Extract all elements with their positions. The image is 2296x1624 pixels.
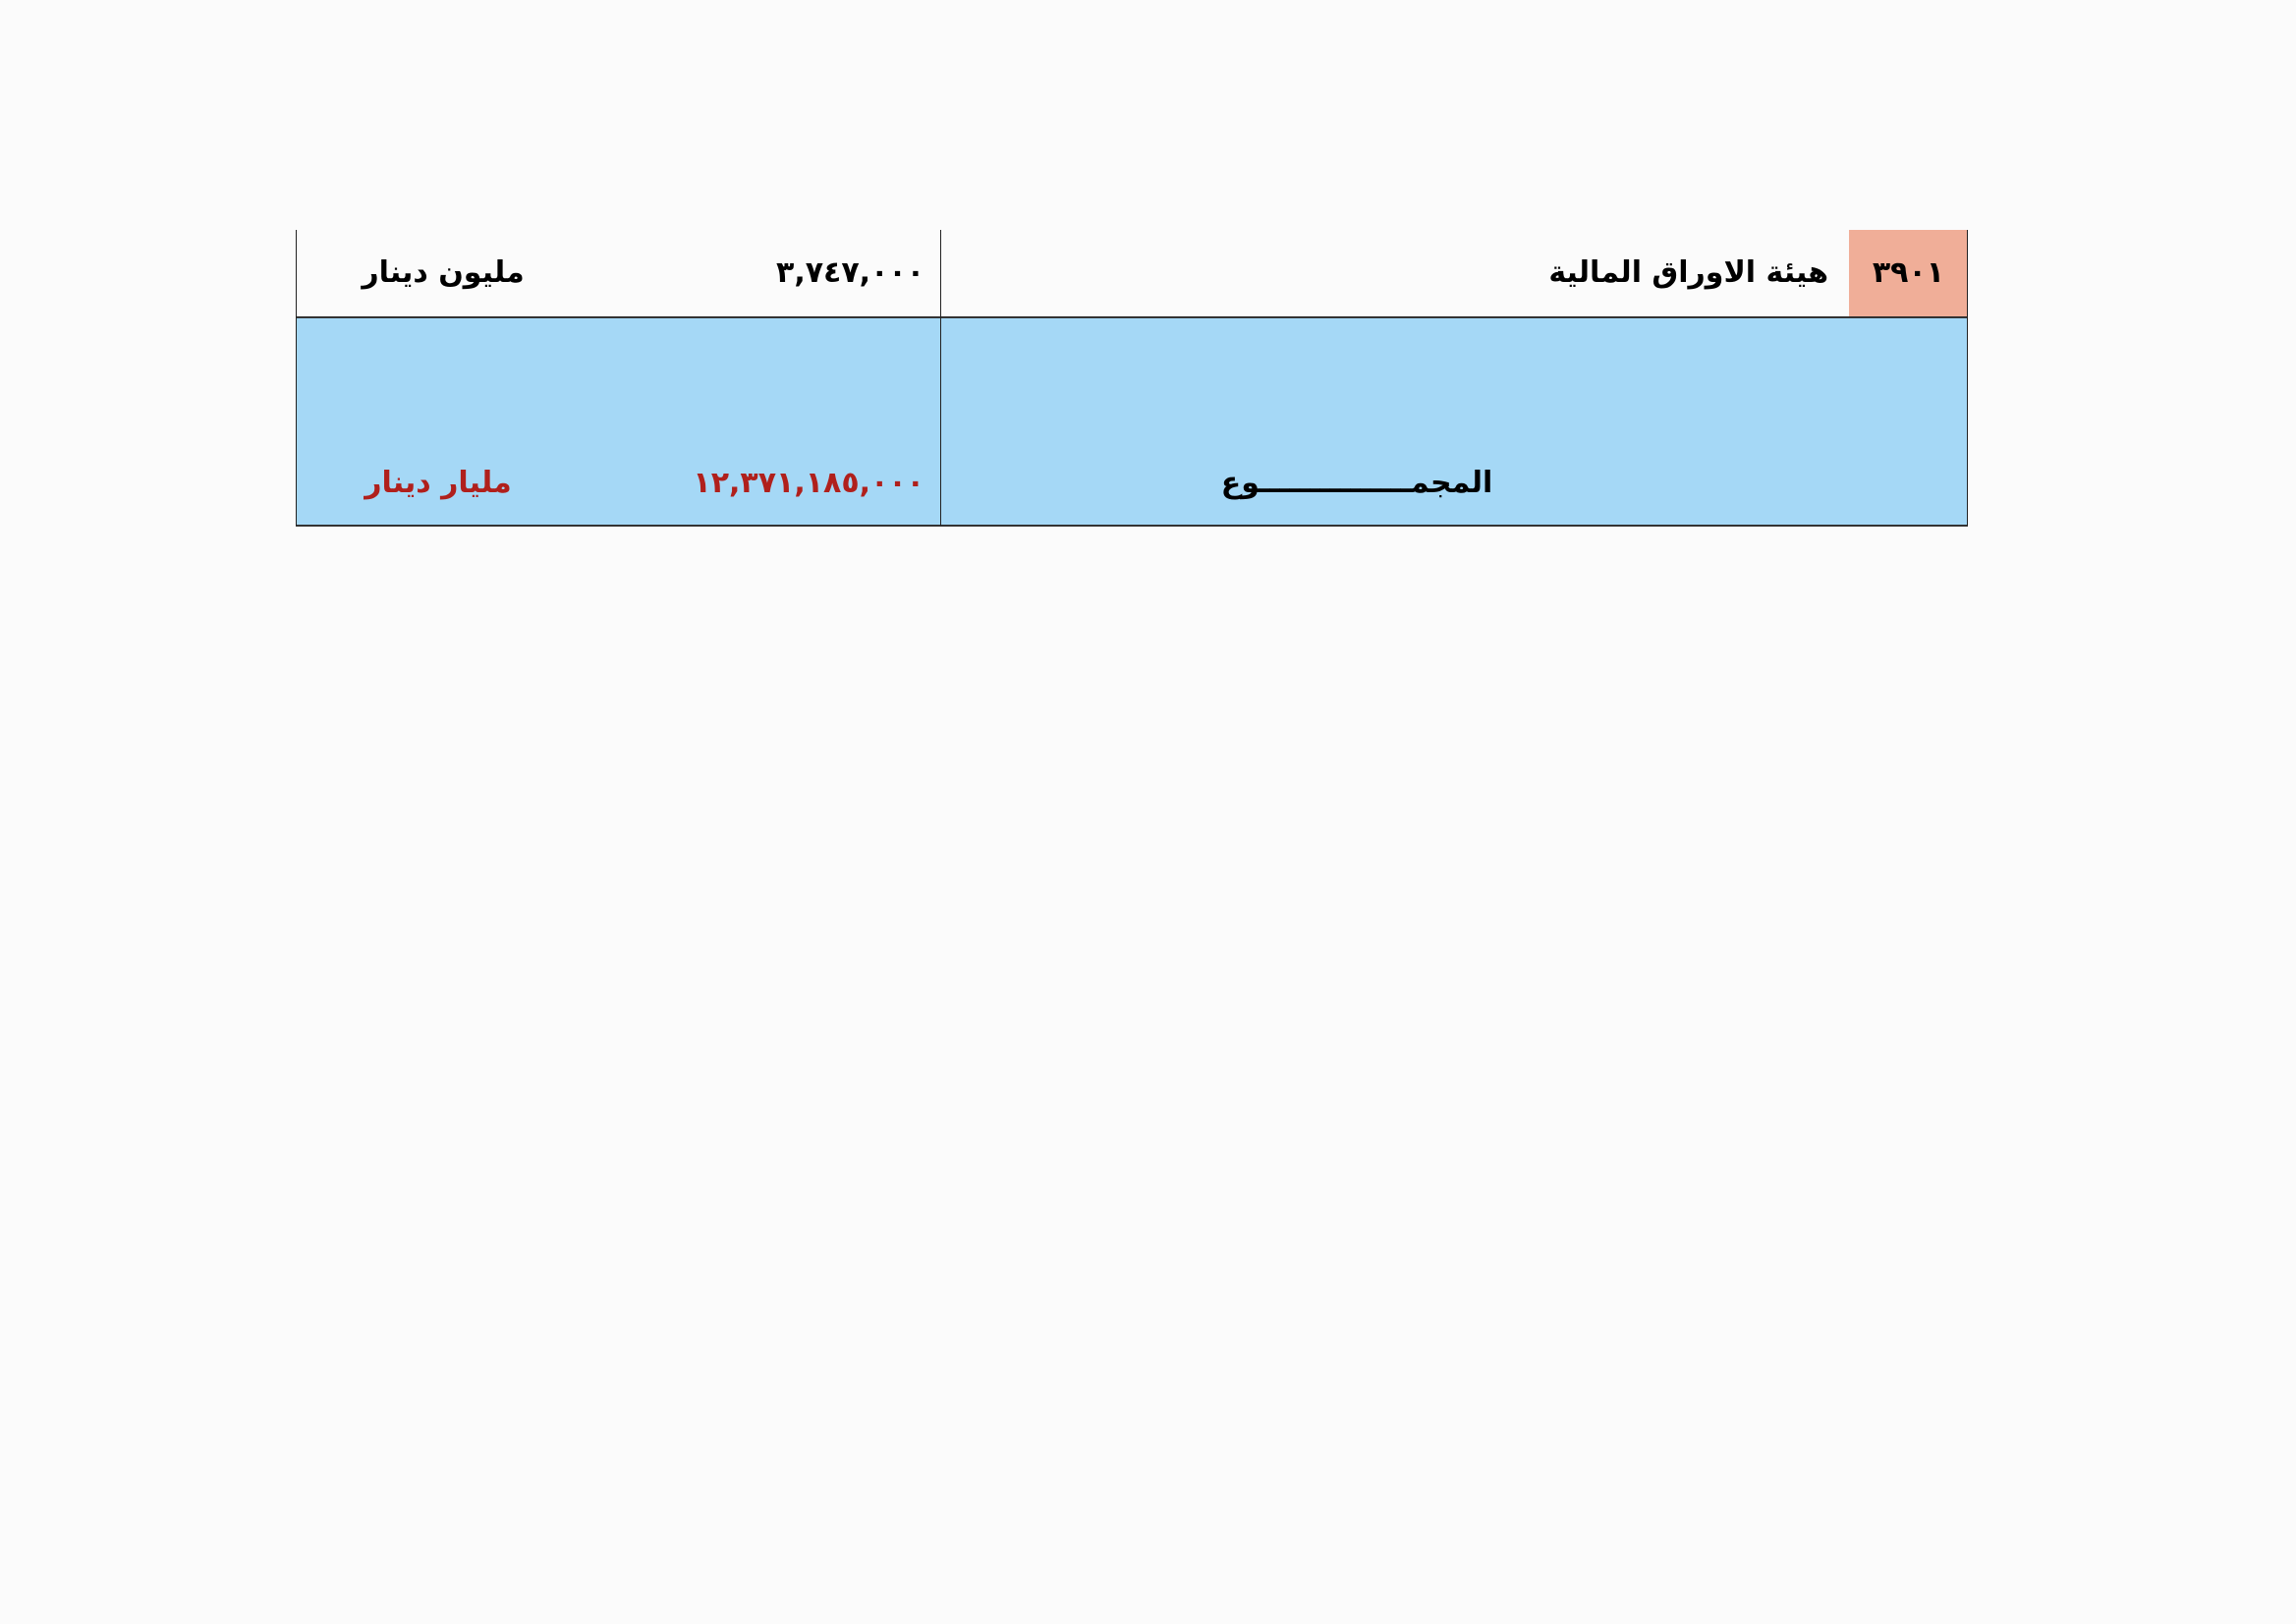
entity-code: ٣٩٠١: [1872, 255, 1945, 290]
entity-name: هيئة الاوراق المالية: [1548, 255, 1828, 290]
budget-table: ٣٩٠١ هيئة الاوراق المالية ٣,٧٤٧,٠٠٠ مليو…: [296, 230, 1968, 527]
unit: مليون دينار: [362, 255, 525, 290]
column-divider: [940, 230, 941, 526]
table-row: ٣٩٠١ هيئة الاوراق المالية ٣,٧٤٧,٠٠٠ مليو…: [296, 230, 1968, 318]
total-label: المجمـــــــــــــــوع: [1220, 466, 1493, 500]
total-amount: ١٢,٣٧١,١٨٥,٠٠٠: [693, 466, 924, 500]
border-right: [1967, 230, 1968, 526]
total-unit: مليار دينار: [364, 466, 512, 500]
total-row: المجمـــــــــــــــوع ١٢,٣٧١,١٨٥,٠٠٠ مل…: [296, 318, 1968, 527]
code-cell: ٣٩٠١: [1849, 230, 1968, 316]
amount: ٣,٧٤٧,٠٠٠: [776, 255, 924, 290]
border-left: [296, 230, 297, 526]
